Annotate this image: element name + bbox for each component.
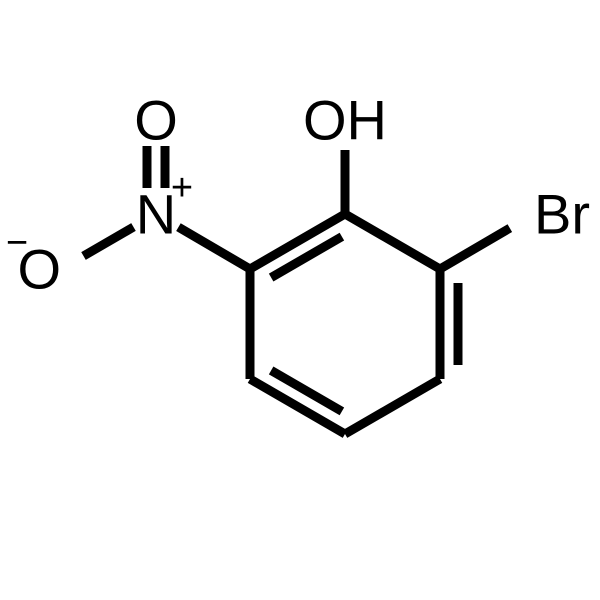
atom-label-Br: Br [534, 183, 590, 246]
molecule-diagram: OHBrN+OO− [0, 0, 600, 600]
charge-N: + [171, 167, 193, 209]
atom-label-O1: O [134, 89, 178, 152]
charge-O2: − [6, 222, 28, 264]
atom-label-OH: OH [303, 89, 387, 152]
